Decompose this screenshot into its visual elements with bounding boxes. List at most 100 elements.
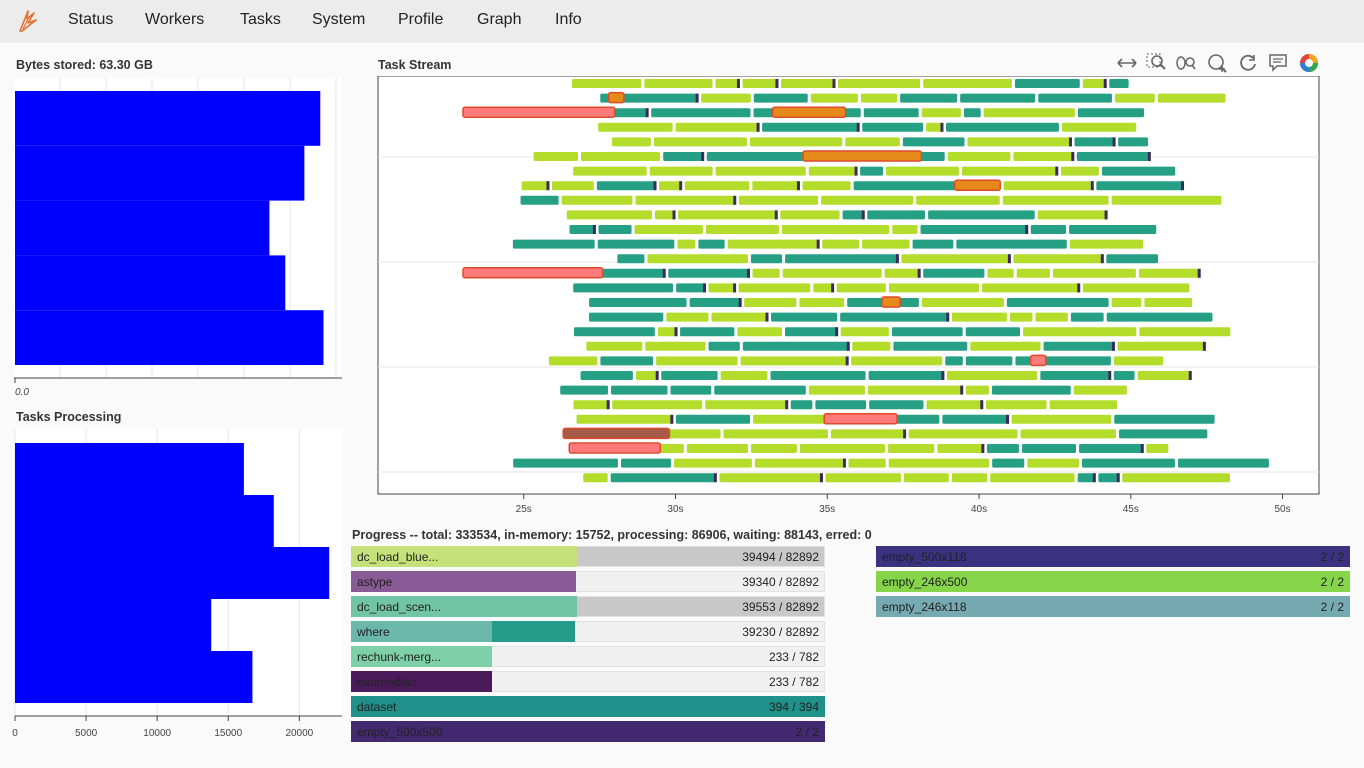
- nav-info[interactable]: Info: [555, 11, 582, 28]
- task-marker: [816, 239, 820, 249]
- task-bar: [752, 268, 780, 278]
- task-bar: [600, 93, 699, 103]
- proc-tick-label: 15000: [214, 728, 242, 739]
- task-marker: [733, 195, 737, 205]
- task-marker: [1197, 268, 1201, 278]
- task-bar: [1139, 327, 1231, 337]
- task-bar: [990, 473, 1075, 483]
- task-bar: [680, 327, 735, 337]
- proc-tick-label: 0: [12, 728, 18, 739]
- task-bar: [597, 239, 675, 249]
- task-bar: [945, 356, 963, 366]
- task-bar: [893, 341, 968, 351]
- task-bar: [1114, 93, 1155, 103]
- progress-bar-empty-500x118[interactable]: empty_500x118 2 / 2: [876, 546, 1350, 567]
- progress-bar-empty-500x500[interactable]: empty_500x500 2 / 2: [351, 721, 825, 742]
- progress-bar-empty-246x500[interactable]: empty_246x500 2 / 2: [876, 571, 1350, 592]
- stream-tick-label: 45s: [1123, 504, 1139, 515]
- progress-task-name: where: [357, 625, 390, 639]
- task-marker: [1188, 371, 1192, 380]
- task-bar: [1082, 458, 1175, 468]
- wheel-zoom-icon[interactable]: [1175, 52, 1197, 74]
- task-marker: [655, 371, 659, 380]
- task-bar: [561, 195, 633, 205]
- task-bar: [921, 108, 961, 118]
- task-bar: [991, 385, 1071, 395]
- task-bar: [674, 458, 752, 468]
- progress-task-name: astype: [357, 575, 393, 589]
- nav-tasks[interactable]: Tasks: [240, 11, 281, 28]
- progress-bar-rechunk-merg[interactable]: rechunk-merg... 233 / 782: [351, 646, 825, 667]
- task-bar: [708, 341, 740, 351]
- progress-bar-dataset[interactable]: dataset 394 / 394: [351, 696, 825, 717]
- task-bar: [742, 79, 778, 88]
- progress-bar-nanmedian[interactable]: nanmedian 233 / 782: [351, 671, 825, 692]
- task-marker: [1071, 152, 1075, 161]
- task-bar: [1106, 312, 1213, 322]
- progress-fill-in-memory: [876, 571, 1350, 592]
- task-bar: [663, 152, 704, 161]
- task-marker: [736, 79, 740, 88]
- nav-workers[interactable]: Workers: [145, 11, 205, 28]
- task-bar: [790, 400, 813, 410]
- progress-bar-where[interactable]: where 39230 / 82892: [351, 621, 825, 642]
- task-bar: [992, 458, 1025, 468]
- task-bar: [1009, 312, 1033, 322]
- task-marker: [1090, 181, 1094, 191]
- progress-fill-in-memory: [876, 596, 1350, 617]
- nav-profile[interactable]: Profile: [398, 11, 444, 28]
- task-bar: [1070, 312, 1104, 322]
- hover-icon[interactable]: [1267, 52, 1289, 74]
- task-marker: [903, 429, 907, 439]
- task-stream-plot[interactable]: 25s 30s 35s 40s 45s 50s: [362, 76, 1337, 522]
- task-bar: [612, 137, 651, 147]
- task-bar: [808, 385, 865, 395]
- task-marker: [1116, 473, 1120, 483]
- task-bar: [785, 254, 899, 264]
- box-zoom-icon[interactable]: [1145, 52, 1167, 74]
- task-marker: [1025, 225, 1029, 234]
- bokeh-logo-icon[interactable]: [1298, 52, 1320, 74]
- reset-icon[interactable]: [1237, 52, 1259, 74]
- progress-bar-dc-load-scen[interactable]: dc_load_scen... 39553 / 82892: [351, 596, 825, 617]
- task-marker: [854, 166, 858, 176]
- progress-bar-astype[interactable]: astype 39340 / 82892: [351, 571, 825, 592]
- task-bar: [825, 473, 901, 483]
- tasks-processing-plot[interactable]: 0 5000 10000 15000 20000: [0, 429, 345, 754]
- task-marker: [917, 268, 921, 278]
- pan-icon[interactable]: [1116, 52, 1138, 74]
- progress-bar-dc-load-blue[interactable]: dc_load_blue... 39494 / 82892: [351, 546, 825, 567]
- progress-task-count: 2 / 2: [1320, 600, 1344, 614]
- nav-status[interactable]: Status: [68, 11, 114, 28]
- task-bar: [588, 312, 664, 322]
- bytes-bar: [15, 310, 324, 365]
- task-bar: [892, 225, 918, 234]
- task-bar: [888, 283, 979, 293]
- bytes-stored-plot[interactable]: 0.0: [14, 78, 344, 400]
- task-marker: [674, 327, 678, 337]
- task-marker: [774, 210, 778, 220]
- task-bar: [815, 400, 867, 410]
- zoom-in-icon[interactable]: [1206, 52, 1228, 74]
- task-marker: [701, 152, 705, 161]
- task-marker: [940, 122, 944, 132]
- task-bar: [657, 327, 678, 337]
- nav-system[interactable]: System: [312, 11, 366, 28]
- task-bar: [754, 458, 846, 468]
- nav-graph[interactable]: Graph: [477, 11, 522, 28]
- task-bar: [701, 93, 751, 103]
- task-highlight-bar: [462, 106, 616, 118]
- task-bar: [799, 298, 845, 307]
- task-bar: [867, 385, 963, 395]
- dask-logo-icon[interactable]: [14, 7, 40, 33]
- progress-bar-empty-246x118[interactable]: empty_246x118 2 / 2: [876, 596, 1350, 617]
- task-bar: [520, 195, 559, 205]
- task-bar: [770, 371, 866, 380]
- task-highlight-bar: [881, 296, 901, 308]
- task-bar: [785, 327, 838, 337]
- progress-fill-in-memory: [351, 696, 825, 717]
- task-bar: [1069, 239, 1144, 249]
- task-marker: [960, 385, 964, 395]
- task-bar: [985, 400, 1047, 410]
- task-bar: [738, 283, 811, 293]
